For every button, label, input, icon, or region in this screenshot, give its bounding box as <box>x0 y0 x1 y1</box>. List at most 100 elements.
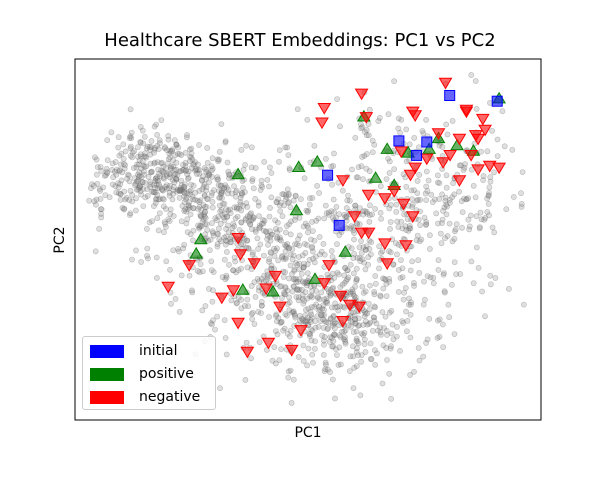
background-point <box>436 316 443 323</box>
background-point <box>154 131 160 138</box>
background-point <box>414 232 421 239</box>
background-point <box>329 181 335 188</box>
background-point <box>133 178 140 185</box>
background-point <box>127 133 134 140</box>
background-point <box>268 170 275 176</box>
background-point <box>125 172 132 179</box>
background-point <box>278 346 284 352</box>
background-point <box>316 306 323 313</box>
background-point <box>267 228 273 234</box>
background-point <box>344 267 351 274</box>
background-point <box>355 340 362 347</box>
background-point <box>252 228 259 235</box>
background-point <box>233 300 240 307</box>
background-point <box>189 156 196 163</box>
background-point <box>267 204 273 211</box>
background-point <box>199 307 206 314</box>
background-point <box>184 171 191 178</box>
background-point <box>300 264 307 270</box>
background-point <box>296 232 303 239</box>
background-point <box>345 322 352 329</box>
background-point <box>196 198 203 205</box>
background-point <box>336 211 343 218</box>
background-point <box>169 146 176 153</box>
background-point <box>399 265 406 272</box>
background-point <box>252 165 259 171</box>
background-point <box>391 166 398 172</box>
background-point <box>167 148 174 155</box>
background-point <box>395 267 402 273</box>
background-point <box>148 144 155 151</box>
background-point <box>252 226 259 233</box>
background-point <box>234 204 240 211</box>
background-point <box>274 219 281 226</box>
background-point <box>170 184 177 190</box>
background-point <box>179 186 186 193</box>
background-point <box>249 216 256 223</box>
background-point <box>423 168 430 175</box>
background-point <box>146 219 153 226</box>
background-point <box>400 296 407 303</box>
background-point <box>274 235 280 242</box>
background-point <box>292 241 298 247</box>
background-point <box>200 216 207 223</box>
background-point <box>192 165 199 172</box>
background-point <box>256 213 262 219</box>
background-point <box>204 195 210 202</box>
background-point <box>407 334 414 341</box>
background-point <box>182 181 188 188</box>
background-point <box>260 252 267 259</box>
background-point <box>352 202 359 209</box>
background-point <box>434 335 441 341</box>
background-point <box>182 149 189 156</box>
point-negative <box>261 337 276 350</box>
point-positive <box>380 142 395 154</box>
background-point <box>369 211 375 218</box>
background-point <box>155 146 162 152</box>
background-point <box>366 106 373 113</box>
background-point <box>358 352 365 358</box>
background-point <box>242 215 249 222</box>
background-point <box>223 272 230 279</box>
background-point <box>465 195 472 202</box>
background-point <box>215 225 222 232</box>
background-point <box>129 256 135 263</box>
background-point <box>376 265 382 272</box>
background-point <box>435 220 441 227</box>
background-point <box>172 152 179 158</box>
background-point <box>327 290 334 297</box>
background-point <box>108 129 115 136</box>
background-point <box>311 303 318 310</box>
background-point <box>245 245 252 252</box>
background-point <box>277 319 284 326</box>
background-point <box>97 164 104 170</box>
background-point <box>256 222 263 229</box>
background-point <box>117 191 124 197</box>
background-point <box>305 229 311 236</box>
background-point <box>404 317 411 324</box>
background-point <box>317 318 324 324</box>
legend-label-negative: negative <box>139 389 201 405</box>
background-point <box>307 331 314 337</box>
background-point <box>149 218 155 224</box>
background-point <box>416 238 423 245</box>
background-point <box>167 266 173 273</box>
point-negative <box>231 317 245 330</box>
background-point <box>133 247 139 254</box>
background-point <box>115 144 122 151</box>
background-point <box>139 127 146 134</box>
background-point <box>245 218 252 225</box>
background-point <box>299 278 306 285</box>
background-point <box>101 172 108 179</box>
background-point <box>248 355 254 362</box>
background-point <box>226 261 232 268</box>
background-point <box>226 172 233 179</box>
background-point <box>282 291 289 298</box>
point-negative <box>182 260 197 272</box>
background-point <box>264 274 271 281</box>
background-point <box>181 186 188 193</box>
background-point <box>196 187 203 194</box>
background-point <box>167 171 174 178</box>
background-point <box>352 316 359 323</box>
background-point <box>181 189 187 195</box>
